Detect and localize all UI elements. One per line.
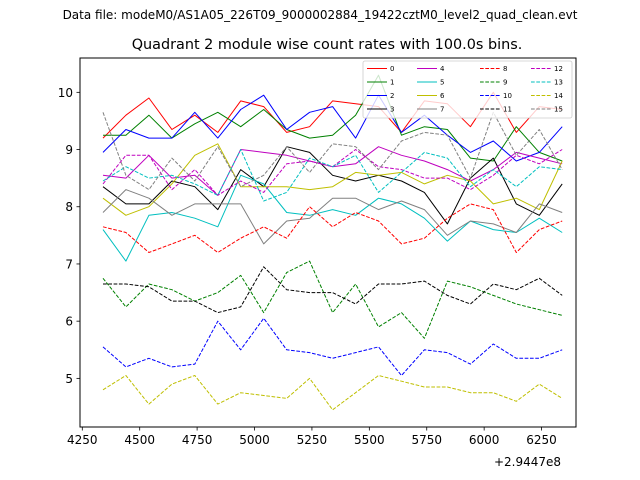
legend-label-12: 12 bbox=[554, 65, 563, 73]
y-tick-label: 10 bbox=[58, 86, 73, 100]
series-line-4 bbox=[102, 146, 563, 196]
legend-label-9: 9 bbox=[503, 79, 507, 87]
legend-box bbox=[362, 60, 573, 119]
legend-label-3: 3 bbox=[390, 106, 394, 114]
series-line-3 bbox=[102, 146, 563, 225]
series-line-1 bbox=[103, 74, 563, 162]
y-tick-label: 8 bbox=[65, 200, 73, 214]
legend-label-14: 14 bbox=[554, 92, 563, 100]
series-line-14 bbox=[102, 375, 563, 411]
legend-label-4: 4 bbox=[440, 65, 445, 73]
series-line-9 bbox=[102, 260, 563, 339]
x-tick-label: 5750 bbox=[411, 433, 442, 447]
legend-label-13: 13 bbox=[554, 79, 563, 87]
series-line-6 bbox=[102, 143, 563, 216]
series-line-11 bbox=[103, 266, 563, 314]
series-line-2 bbox=[102, 94, 563, 162]
series-line-5 bbox=[102, 174, 563, 262]
legend-label-2: 2 bbox=[390, 92, 394, 100]
series-line-10 bbox=[102, 317, 563, 376]
x-tick-label: 5500 bbox=[354, 433, 385, 447]
x-tick-label: 4250 bbox=[67, 433, 98, 447]
legend-label-8: 8 bbox=[503, 65, 507, 73]
legend-label-0: 0 bbox=[390, 65, 394, 73]
legend-label-10: 10 bbox=[503, 92, 512, 100]
x-tick-label: 6000 bbox=[469, 433, 500, 447]
y-tick-label: 6 bbox=[65, 315, 73, 329]
x-tick-label: 5000 bbox=[239, 433, 270, 447]
legend-label-7: 7 bbox=[440, 106, 444, 114]
x-tick-label: 5250 bbox=[297, 433, 328, 447]
plot-area: 4250 4500 4750 5000 5250 5500 5750 6000 62505678… bbox=[58, 57, 577, 447]
x-tick-label: 4500 bbox=[124, 433, 155, 447]
series-line-15 bbox=[102, 111, 563, 191]
series-line-13 bbox=[102, 149, 563, 202]
legend-label-5: 5 bbox=[440, 79, 444, 87]
legend-label-11: 11 bbox=[503, 106, 512, 114]
legend-label-6: 6 bbox=[440, 92, 445, 100]
x-axis-offset-label: +2.9447e8 bbox=[494, 455, 561, 469]
chart-suptitle: Data file: modeM0/AS1A05_226T09_90000028… bbox=[63, 8, 578, 22]
y-tick-label: 7 bbox=[65, 257, 73, 271]
series-line-12 bbox=[102, 149, 563, 196]
series-line-8 bbox=[102, 203, 563, 253]
y-tick-label: 5 bbox=[65, 372, 73, 386]
series-line-7 bbox=[102, 189, 563, 245]
axes-frame bbox=[79, 57, 577, 428]
y-tick-label: 9 bbox=[65, 143, 73, 157]
legend-label-1: 1 bbox=[390, 79, 394, 87]
legend-label-15: 15 bbox=[554, 106, 563, 114]
x-tick-label: 6250 bbox=[526, 433, 557, 447]
x-tick-label: 4750 bbox=[182, 433, 213, 447]
chart-title: Quadrant 2 module wise count rates with … bbox=[132, 37, 523, 53]
